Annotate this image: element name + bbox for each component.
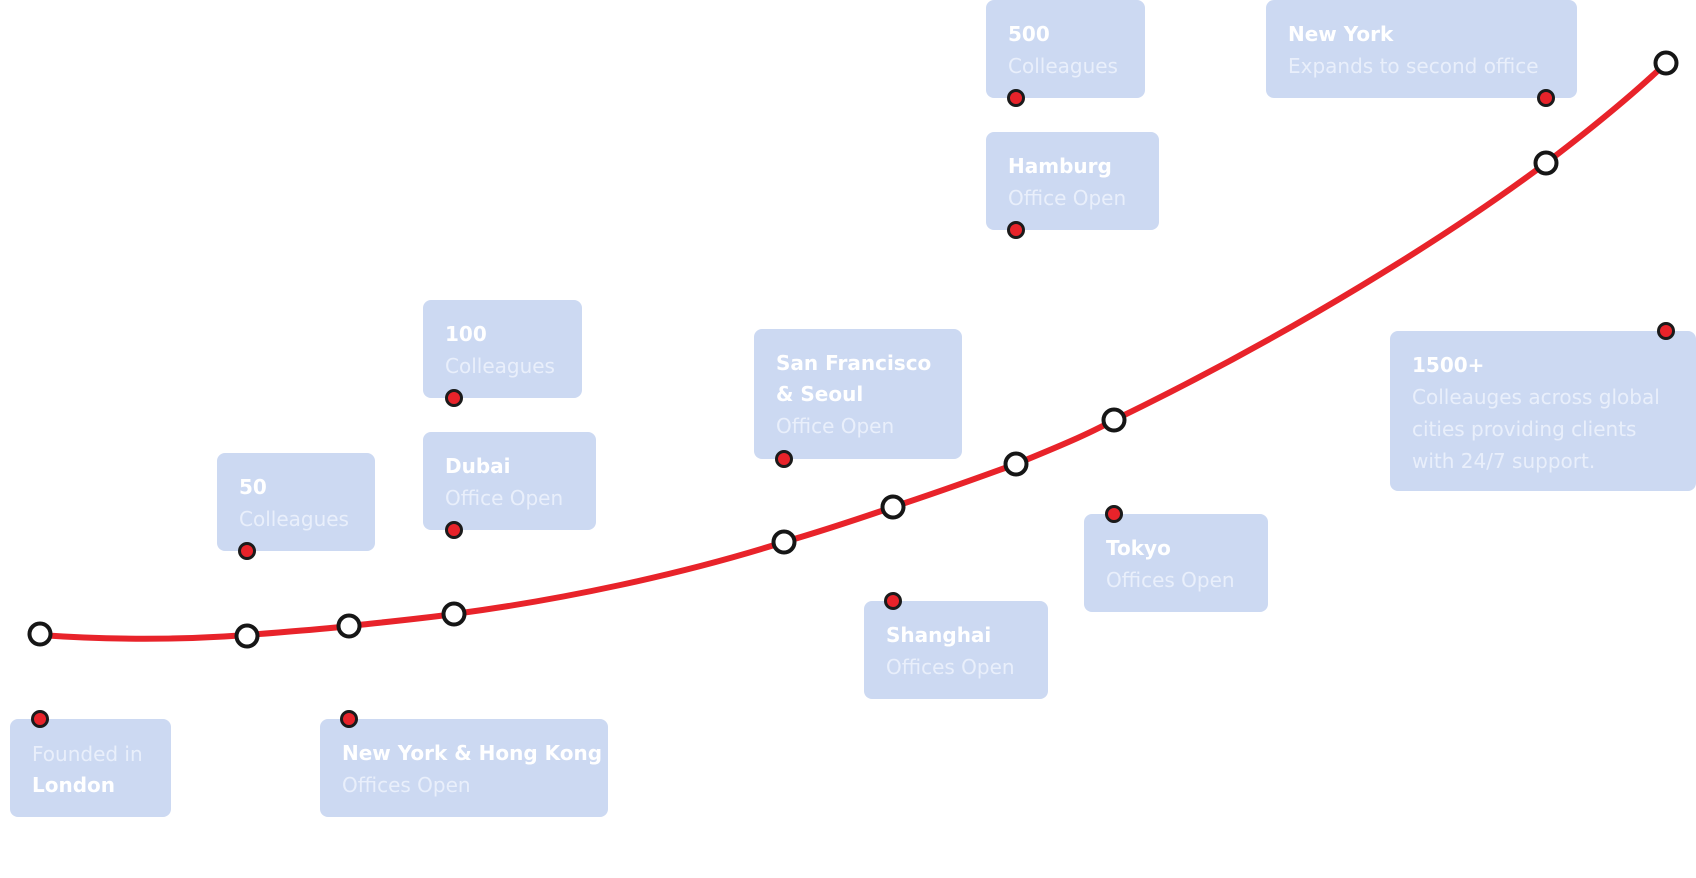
milestone-card-1500-colleagues: 1500+ Colleauges across global cities pr… [1390, 331, 1696, 491]
milestone-text: Founded in [32, 742, 143, 766]
milestone-text: London [32, 773, 116, 797]
milestone-text: Dubai [445, 454, 511, 478]
milestone-card-500-colleagues: 500 Colleagues [986, 0, 1145, 98]
milestone-card-new-york-hong-kong: New York & Hong Kong Offices Open [320, 719, 608, 817]
milestone-text: Office Open [1008, 186, 1127, 210]
growth-curve-line [37, 60, 1669, 642]
milestone-text: Offices Open [886, 655, 1015, 679]
curve-node-tokyo [1101, 407, 1127, 433]
curve-node-1500 [1653, 50, 1679, 76]
connector-dot-1500-colleagues [1657, 322, 1675, 340]
milestone-text: New York [1288, 22, 1394, 46]
milestone-text: 50 [239, 475, 267, 499]
milestone-text: 500 [1008, 22, 1050, 46]
curve-node-100-dubai [441, 601, 467, 627]
milestone-card-london: Founded in London [10, 719, 171, 817]
connector-dot-dubai [445, 521, 463, 539]
milestone-card-new-york: New York Expands to second office [1266, 0, 1577, 98]
milestone-text: Expands to second office [1288, 54, 1539, 78]
milestone-text: Shanghai [886, 623, 992, 647]
milestone-text: cities providing clients [1412, 417, 1637, 441]
curve-node-shanghai [880, 494, 906, 520]
curve-node-san-francisco-seoul [771, 529, 797, 555]
milestone-text: Tokyo [1106, 536, 1171, 560]
milestone-text: & Seoul [776, 382, 864, 406]
milestone-card-50-colleagues: 50 Colleagues [217, 453, 375, 551]
milestone-text: 100 [445, 322, 487, 346]
milestone-text: San Francisco [776, 351, 932, 375]
milestone-card-dubai: Dubai Office Open [423, 432, 596, 530]
connector-dot-50-colleagues [238, 542, 256, 560]
curve-node-500-hamburg [1003, 451, 1029, 477]
connector-dot-london [31, 710, 49, 728]
milestone-text: Office Open [776, 414, 895, 438]
milestone-card-100-colleagues: 100 Colleagues [423, 300, 582, 398]
milestone-text: 1500+ [1412, 353, 1485, 377]
curve-node-london [27, 621, 53, 647]
milestone-text: Colleagues [239, 507, 349, 531]
milestone-card-hamburg: Hamburg Office Open [986, 132, 1159, 230]
milestone-text: with 24/7 support. [1412, 449, 1596, 473]
connector-dot-hamburg [1007, 221, 1025, 239]
milestone-card-tokyo: Tokyo Offices Open [1084, 514, 1268, 612]
connector-dot-new-york [1537, 89, 1555, 107]
milestone-text: Offices Open [342, 773, 471, 797]
milestone-text: Offices Open [1106, 568, 1235, 592]
connector-dot-new-york-hong-kong [340, 710, 358, 728]
milestone-card-shanghai: Shanghai Offices Open [864, 601, 1048, 699]
milestone-text: Office Open [445, 486, 564, 510]
milestone-text: Colleagues [1008, 54, 1118, 78]
milestone-text: Hamburg [1008, 154, 1112, 178]
connector-dot-100-colleagues [445, 389, 463, 407]
connector-dot-san-francisco-seoul [775, 450, 793, 468]
connector-dot-tokyo [1105, 505, 1123, 523]
curve-node-new-york-hong-kong [336, 613, 362, 639]
curve-node-new-york [1533, 150, 1559, 176]
milestone-text: Colleagues [445, 354, 555, 378]
curve-node-50 [234, 623, 260, 649]
connector-dot-500-colleagues [1007, 89, 1025, 107]
milestone-text: New York & Hong Kong [342, 741, 603, 765]
milestone-card-san-francisco-seoul: San Francisco & Seoul Office Open [754, 329, 962, 459]
milestone-text: Colleauges across global [1412, 385, 1660, 409]
connector-dot-shanghai [884, 592, 902, 610]
